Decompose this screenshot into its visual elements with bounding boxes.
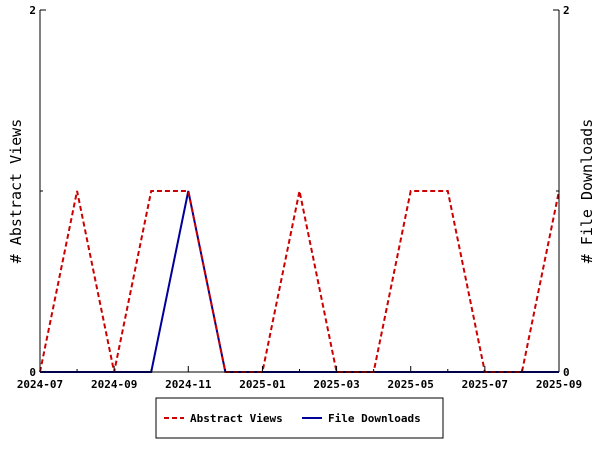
y-left-tick-label: 2 [29, 4, 36, 17]
x-tick-label: 2024-09 [91, 378, 137, 391]
x-tick-label: 2024-11 [165, 378, 212, 391]
legend-label-abstract-views: Abstract Views [190, 412, 283, 425]
x-tick-label: 2025-05 [388, 378, 434, 391]
y-right-tick-label: 2 [563, 4, 570, 17]
series-line-file-downloads [40, 190, 559, 373]
axes-layer [39, 9, 560, 373]
legend-label-file-downloads: File Downloads [328, 412, 421, 425]
labels-layer: 2024-07 2024-09 2024-11 2025-01 2025-03 2025-… [7, 4, 596, 391]
y-right-tick-label: 0 [563, 366, 570, 379]
series-line-abstract-views [39, 190, 560, 373]
legend-box [155, 397, 444, 439]
plot-layer [39, 190, 560, 373]
x-tick-label: 2025-07 [462, 378, 508, 391]
x-tick-label: 2025-03 [313, 378, 359, 391]
y-left-axis-label: # Abstract Views [7, 119, 25, 264]
x-tick-label: 2025-01 [239, 378, 286, 391]
legend: Abstract Views File Downloads [155, 397, 444, 439]
y-right-axis-label: # File Downloads [578, 119, 596, 264]
legend-entry-file-downloads: File Downloads [302, 412, 421, 425]
legend-entry-abstract-views: Abstract Views [164, 412, 283, 425]
y-left-tick-label: 0 [29, 366, 36, 379]
x-tick-label: 2025-09 [536, 378, 582, 391]
x-tick-label: 2024-07 [17, 378, 63, 391]
